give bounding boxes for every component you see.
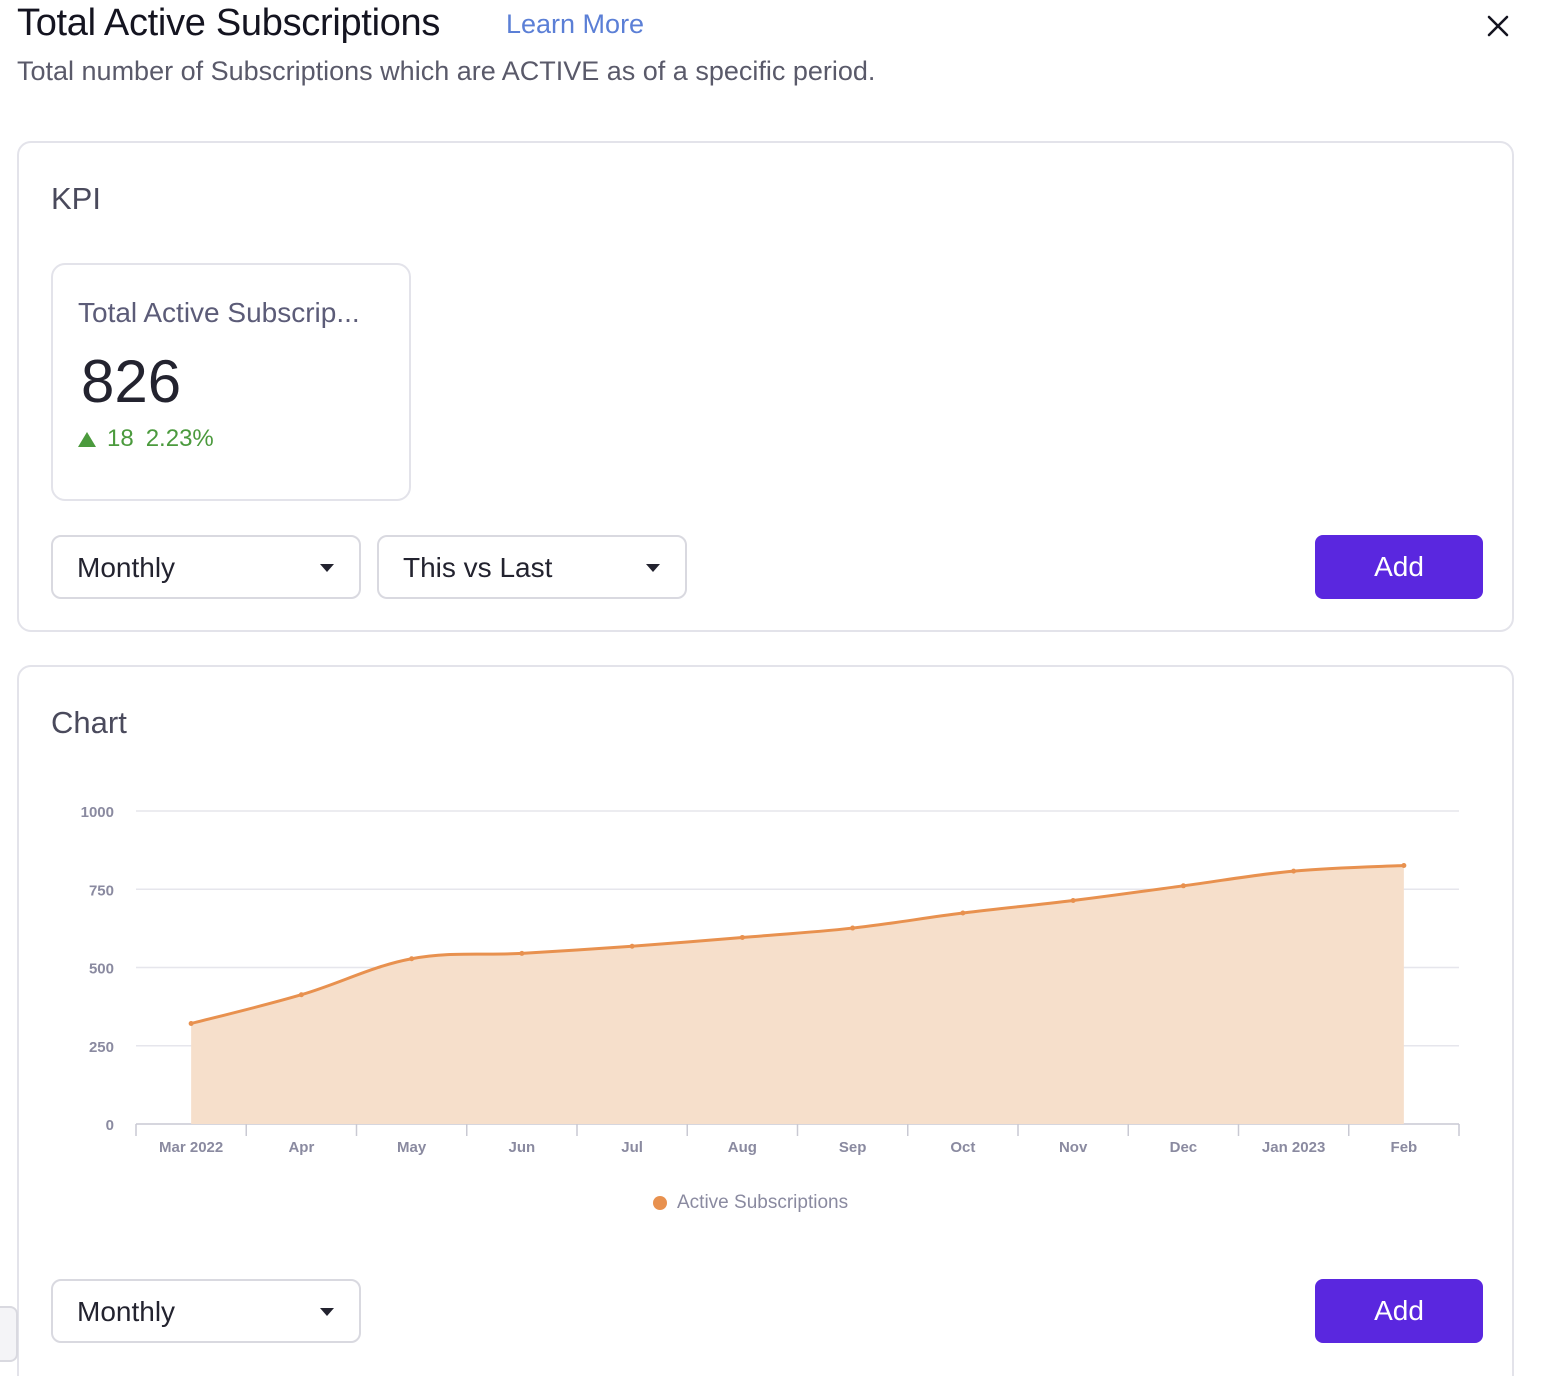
kpi-section-title: KPI — [51, 181, 101, 216]
data-point — [1070, 898, 1076, 904]
legend-marker — [653, 1196, 667, 1210]
y-tick-label: 250 — [89, 1039, 114, 1056]
y-tick-label: 0 — [106, 1117, 114, 1134]
kpi-period-select-value: Monthly — [77, 552, 176, 583]
kpi-change-percent: 2.23% — [145, 425, 214, 452]
caret-down-icon — [320, 1308, 334, 1316]
data-point — [960, 910, 966, 916]
data-point — [850, 925, 856, 931]
data-point — [409, 956, 415, 962]
data-point — [1180, 883, 1186, 889]
y-tick-label: 1000 — [81, 804, 114, 821]
x-tick-label: Oct — [950, 1139, 975, 1156]
data-point — [629, 943, 635, 949]
close-button[interactable] — [1478, 6, 1518, 46]
y-tick-label: 500 — [89, 961, 114, 978]
x-tick-label: Dec — [1170, 1139, 1198, 1156]
kpi-value: 826 — [81, 348, 182, 415]
data-point — [739, 934, 745, 940]
side-panel-handle[interactable] — [0, 1306, 18, 1362]
series-line — [190, 863, 1404, 1025]
chart-section: Chart 0 250 500 750 1000 Mar 2022 Apr May Jun Jul… — [17, 665, 1514, 1376]
x-tick-label: Aug — [728, 1139, 757, 1156]
learn-more-link[interactable]: Learn More — [506, 9, 645, 39]
close-icon — [1487, 15, 1509, 37]
x-tick-label: Sep — [839, 1139, 867, 1156]
kpi-change-value: 18 — [107, 425, 134, 452]
caret-down-icon — [320, 564, 334, 572]
data-point — [1401, 862, 1407, 868]
x-tick-label: Feb — [1391, 1139, 1418, 1156]
x-tick-label: Apr — [288, 1139, 314, 1156]
subscriptions-area-chart: 0 250 500 750 1000 Mar 2022 Apr May Jun Jul Aug Sep… — [81, 804, 1460, 1156]
kpi-compare-select[interactable]: This vs Last — [377, 535, 687, 599]
triangle-up-icon — [78, 431, 96, 447]
kpi-add-button[interactable]: Add — [1315, 535, 1483, 599]
kpi-period-select[interactable]: Monthly — [51, 535, 361, 599]
chart-add-button[interactable]: Add — [1315, 1279, 1483, 1343]
x-tick-label: Jun — [509, 1139, 536, 1156]
kpi-section: KPI Total Active Subscrip... 826 18 2.23… — [17, 141, 1514, 632]
kpi-compare-select-value: This vs Last — [403, 552, 553, 583]
x-tick-label: Jan 2023 — [1262, 1139, 1325, 1156]
page-description: Total number of Subscriptions which are … — [17, 56, 876, 86]
chart-period-select[interactable]: Monthly — [51, 1279, 361, 1343]
x-tick-label: Jul — [621, 1139, 643, 1156]
y-tick-label: 750 — [89, 882, 114, 899]
data-point — [298, 992, 304, 998]
chart-period-select-value: Monthly — [77, 1296, 176, 1327]
x-tick-label: May — [397, 1139, 427, 1156]
chart-section-title: Chart — [51, 705, 127, 740]
x-tick-label: Mar 2022 — [159, 1139, 223, 1156]
kpi-tile-title: Total Active Subscrip... — [78, 297, 360, 328]
legend-label: Active Subscriptions — [677, 1192, 849, 1213]
data-point — [519, 950, 525, 956]
chart-legend[interactable]: Active Subscriptions — [653, 1192, 848, 1214]
kpi-tile[interactable]: Total Active Subscrip... 826 18 2.23% — [51, 263, 411, 501]
data-point — [1291, 868, 1297, 874]
caret-down-icon — [646, 564, 660, 572]
series-area — [191, 865, 1404, 1124]
kpi-change: 18 2.23% — [77, 425, 214, 453]
data-point — [188, 1021, 194, 1027]
x-tick-label: Nov — [1059, 1139, 1088, 1156]
page-title: Total Active Subscriptions — [17, 2, 441, 44]
